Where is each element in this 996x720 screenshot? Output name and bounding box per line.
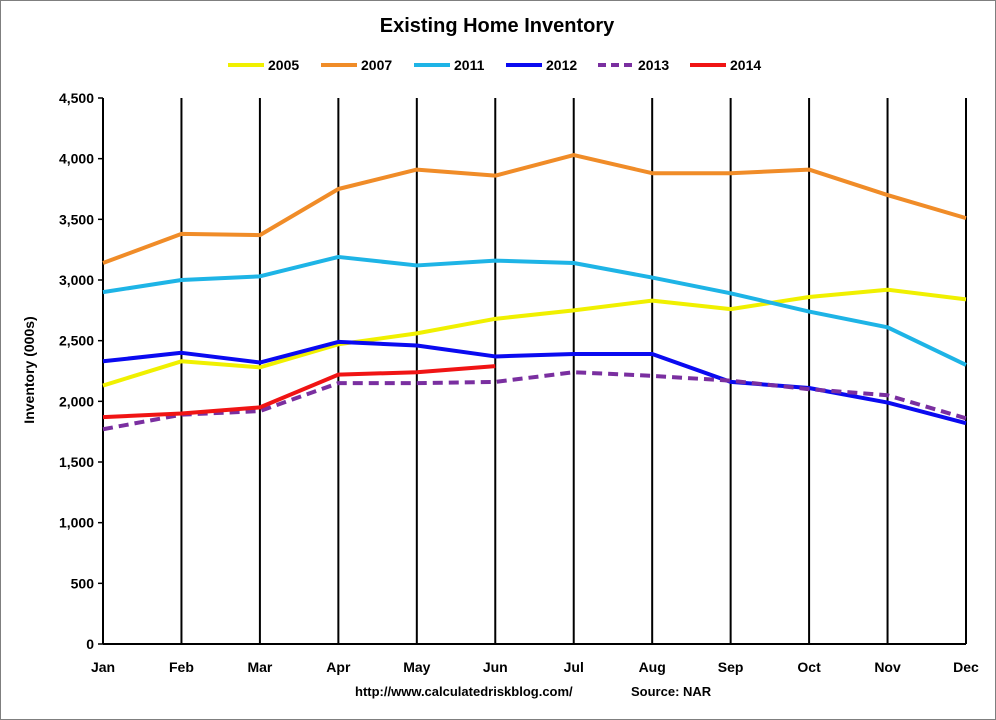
series-line-2014 bbox=[102, 364, 496, 420]
y-tick-label: 4,500 bbox=[59, 90, 94, 106]
legend-label-2011: 2011 bbox=[454, 57, 485, 73]
series-line-2013 bbox=[102, 370, 967, 432]
footer-url: http://www.calculatedriskblog.com/ bbox=[355, 684, 573, 699]
y-tick-label: 4,000 bbox=[59, 151, 94, 167]
series-line-2007 bbox=[102, 153, 967, 265]
x-tick-label: Feb bbox=[169, 659, 194, 675]
x-tick-label: Jan bbox=[91, 659, 115, 675]
x-tick-label: Dec bbox=[953, 659, 979, 675]
x-tick-label: May bbox=[403, 659, 430, 675]
x-tick-label: Oct bbox=[797, 659, 821, 675]
legend-label-2005: 2005 bbox=[268, 57, 299, 73]
y-tick-labels: 0 500 1,000 1,500 2,000 2,500 3,000 3,500 4,000 4… bbox=[59, 90, 103, 652]
legend-label-2012: 2012 bbox=[546, 57, 577, 73]
legend-label-2007: 2007 bbox=[361, 57, 392, 73]
vertical-grid bbox=[180, 98, 967, 644]
footer-source: Source: NAR bbox=[631, 684, 712, 699]
series-lines bbox=[102, 153, 967, 432]
x-tick-label: Nov bbox=[874, 659, 901, 675]
x-tick-label: Apr bbox=[326, 659, 351, 675]
legend-label-2014: 2014 bbox=[730, 57, 761, 73]
y-tick-label: 1,500 bbox=[59, 454, 94, 470]
y-tick-label: 2,000 bbox=[59, 393, 94, 409]
x-tick-label: Jun bbox=[483, 659, 508, 675]
x-tick-labels: Jan Feb Mar Apr May Jun Jul Aug Sep Oct Nov Dec bbox=[91, 659, 979, 675]
y-tick-label: 1,000 bbox=[59, 515, 94, 531]
legend: 2005 2007 2011 2012 2013 2014 bbox=[228, 57, 761, 73]
y-tick-label: 2,500 bbox=[59, 333, 94, 349]
legend-label-2013: 2013 bbox=[638, 57, 669, 73]
y-tick-label: 500 bbox=[71, 575, 95, 591]
x-tick-label: Mar bbox=[247, 659, 272, 675]
x-tick-label: Aug bbox=[639, 659, 666, 675]
axes bbox=[102, 98, 966, 645]
y-tick-label: 3,500 bbox=[59, 211, 94, 227]
y-tick-label: 0 bbox=[86, 636, 94, 652]
x-tick-label: Jul bbox=[564, 659, 584, 675]
x-tick-label: Sep bbox=[718, 659, 744, 675]
y-axis-label: Inventory (000s) bbox=[21, 316, 37, 423]
chart-title: Existing Home Inventory bbox=[380, 15, 615, 37]
y-tick-label: 3,000 bbox=[59, 272, 94, 288]
series-line-2011 bbox=[102, 254, 967, 367]
series-line-2005 bbox=[102, 287, 967, 388]
